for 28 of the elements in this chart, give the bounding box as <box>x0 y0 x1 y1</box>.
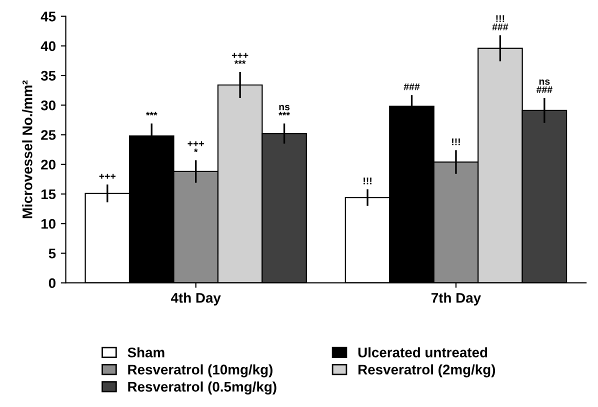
annotation: +++ * <box>188 141 204 152</box>
y-tick-label: 35 <box>40 70 56 81</box>
y-tick-label: 30 <box>40 100 56 110</box>
y-tick-label: 10 <box>41 218 56 229</box>
annotation: +++ *** <box>232 52 248 64</box>
legend-label: Ulcerated untreated <box>358 347 488 358</box>
legend-label: Sham <box>128 347 164 358</box>
annotation: *** <box>146 112 158 116</box>
annotation: ns ### <box>536 79 552 94</box>
annotation: ### <box>404 83 420 90</box>
y-tick-label: 45 <box>40 12 56 22</box>
annotation: !!! <box>452 138 460 146</box>
y-tick-label: 0 <box>48 278 56 288</box>
annotation: !!! ### <box>492 15 508 30</box>
y-tick-label: 5 <box>48 248 56 258</box>
y-tick-label: 15 <box>41 189 56 200</box>
y-tick-label: 25 <box>41 130 56 140</box>
x-tick-label: 4th Day <box>170 292 221 306</box>
legend-label: Resveratrol (2mg/kg) <box>358 364 496 378</box>
x-tick-label: 7th Day <box>431 292 481 306</box>
legend-label: Resveratrol (10mg/kg) <box>128 364 272 378</box>
y-tick-label: 20 <box>41 160 56 170</box>
y-tick-label: 40 <box>40 41 56 52</box>
legend-label: Resveratrol (0.5mg/kg) <box>128 381 276 394</box>
annotation: !!! <box>364 178 372 184</box>
annotation: ns *** <box>278 104 290 116</box>
annotation: +++ <box>99 174 116 179</box>
y-axis-title: Microvessel No./mm² <box>22 80 32 218</box>
